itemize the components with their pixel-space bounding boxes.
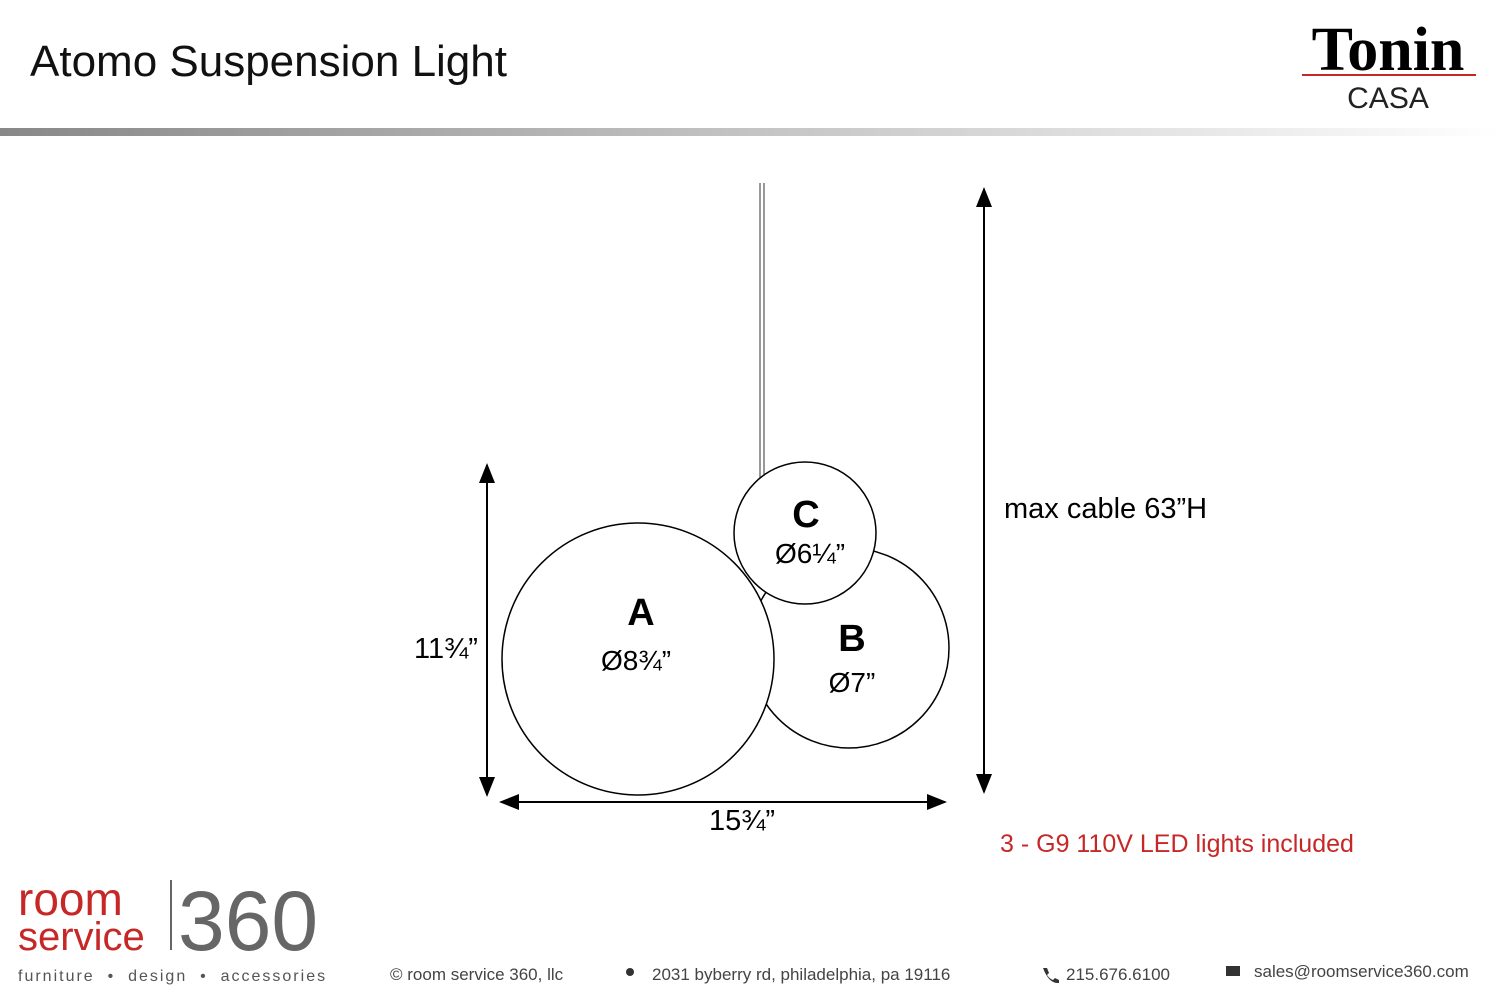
sphere-diameter: Ø8¾”: [601, 645, 671, 676]
brand-sub: CASA: [1347, 82, 1429, 115]
title: Atomo Suspension Light: [30, 37, 507, 86]
sphere-letter: C: [792, 494, 819, 536]
logo-360: 360: [178, 874, 318, 968]
tagline: furniture • design • accessories: [18, 968, 327, 985]
copyright: © room service 360, llc: [390, 965, 564, 984]
address: 2031 byberry rd, philadelphia, pa 19116: [652, 965, 950, 984]
sphere-letter: A: [627, 592, 654, 634]
sphere-letter: B: [838, 618, 865, 660]
sphere-diameter: Ø7”: [829, 667, 876, 698]
width-label: 15¾”: [709, 805, 775, 837]
sphere-c: [733, 461, 877, 605]
mail-icon: [1226, 966, 1240, 976]
height-label: 11¾”: [414, 633, 478, 665]
logo-service: service: [18, 915, 145, 959]
brand: Tonin: [1312, 16, 1465, 84]
sphere-diameter: Ø6¼”: [775, 538, 845, 569]
note: 3 - G9 110V LED lights included: [1000, 830, 1354, 858]
phone: 215.676.6100: [1066, 965, 1170, 984]
header-rule: [0, 128, 1500, 136]
phone-icon: [1043, 968, 1059, 984]
logo-room: room: [18, 873, 123, 925]
email: sales@roomservice360.com: [1254, 962, 1469, 981]
pin-icon: [626, 968, 634, 976]
cable-label: max cable 63”H: [1004, 493, 1207, 525]
